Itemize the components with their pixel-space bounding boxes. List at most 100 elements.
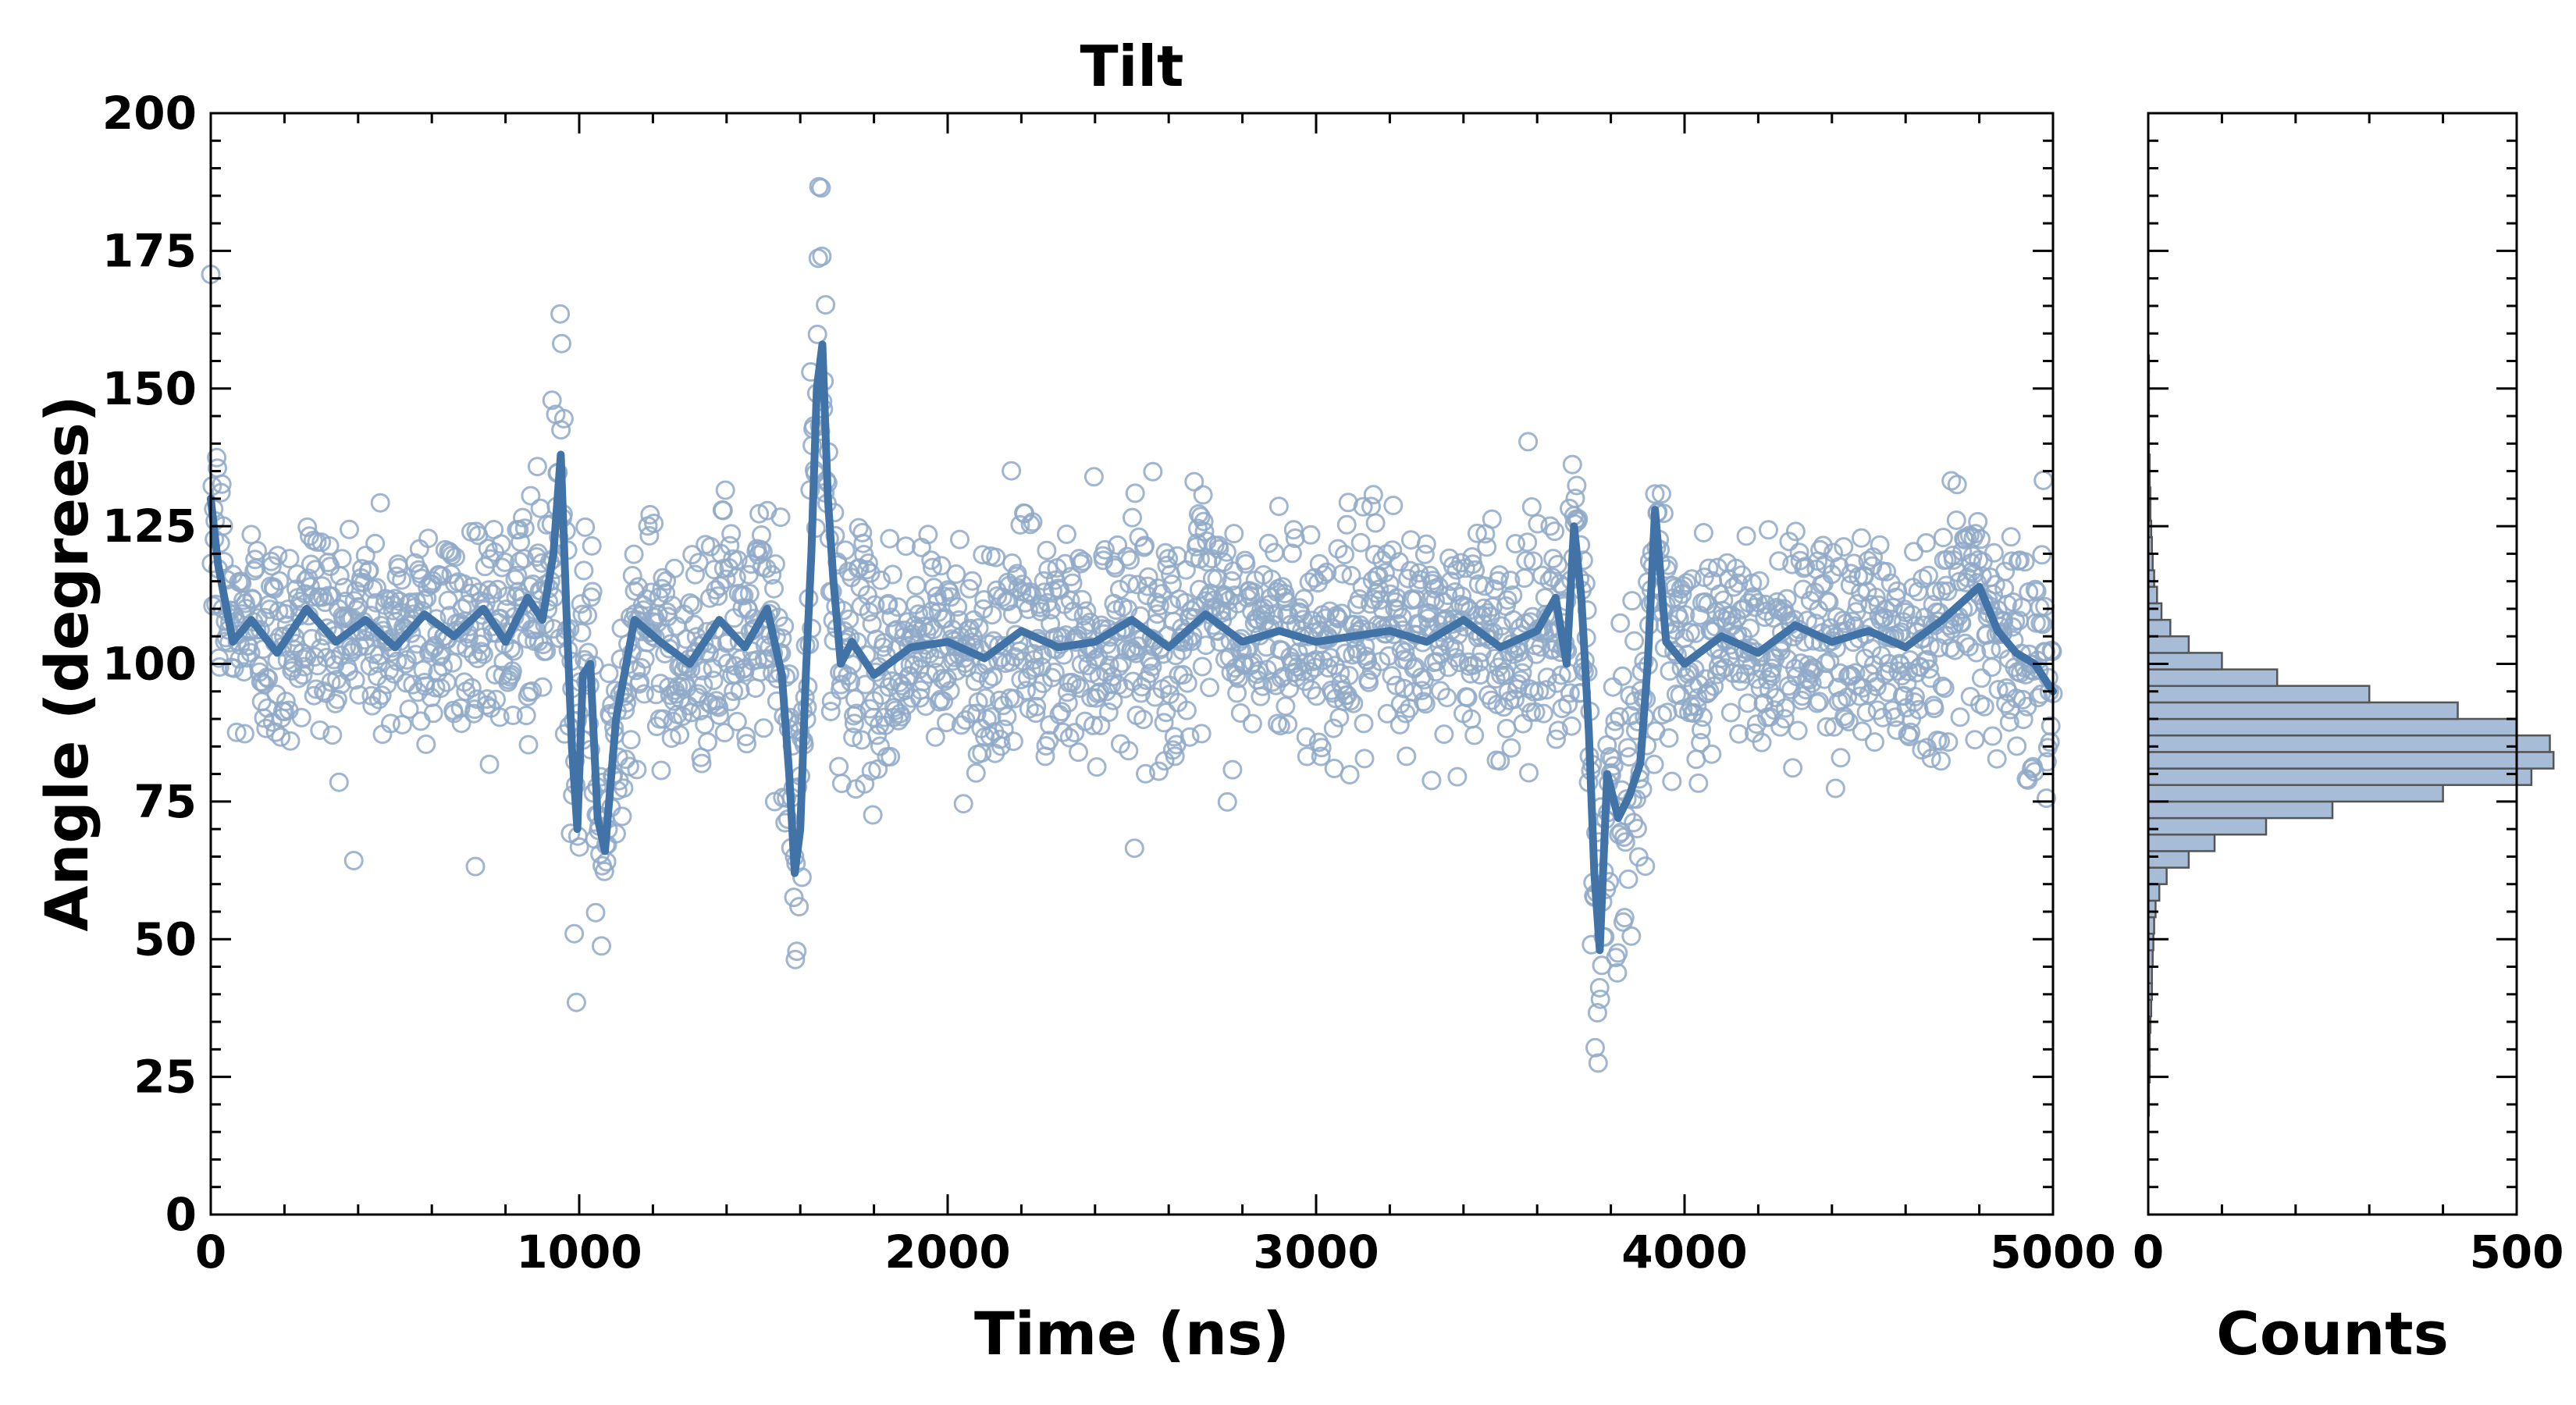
raw-sample-marker <box>1335 545 1354 564</box>
raw-sample-marker <box>1848 594 1868 614</box>
raw-sample-marker <box>1056 525 1076 544</box>
raw-sample-marker <box>1533 703 1553 724</box>
raw-sample-marker <box>1924 699 1944 719</box>
raw-sample-marker <box>503 641 524 661</box>
raw-sample-marker <box>1406 589 1426 610</box>
raw-sample-marker <box>764 578 784 599</box>
raw-sample-marker <box>927 592 948 612</box>
raw-sample-marker <box>770 507 791 528</box>
raw-sample-marker <box>1323 718 1343 738</box>
raw-sample-marker <box>865 595 885 615</box>
raw-sample-marker <box>1507 674 1528 694</box>
raw-sample-marker <box>870 570 891 590</box>
raw-sample-marker <box>585 902 606 923</box>
raw-sample-marker <box>703 670 724 691</box>
raw-sample-marker <box>1610 613 1631 633</box>
raw-sample-marker <box>1692 720 1711 740</box>
raw-sample-marker <box>1336 514 1357 535</box>
raw-sample-marker <box>1389 714 1410 735</box>
raw-sample-marker <box>1608 943 1628 963</box>
y-tick-label: 200 <box>102 87 197 140</box>
raw-sample-marker <box>2013 710 2033 730</box>
raw-sample-marker <box>551 420 571 440</box>
raw-sample-marker <box>1838 712 1859 732</box>
raw-sample-marker <box>211 482 231 503</box>
raw-sample-marker <box>1761 666 1781 686</box>
raw-sample-marker <box>571 594 591 614</box>
raw-sample-marker <box>721 524 742 544</box>
histogram-bar <box>2147 751 2555 770</box>
raw-sample-marker <box>502 661 522 681</box>
raw-sample-marker <box>516 706 536 726</box>
raw-sample-marker <box>2001 551 2022 571</box>
raw-sample-marker <box>1983 726 2003 746</box>
raw-sample-marker <box>694 633 714 653</box>
raw-sample-marker <box>1283 520 1304 540</box>
raw-sample-marker <box>1164 727 1184 747</box>
raw-sample-marker <box>1467 523 1487 543</box>
histogram-bar <box>2147 734 2551 753</box>
raw-sample-marker <box>1965 730 1985 750</box>
raw-sample-marker <box>1835 709 1856 729</box>
raw-sample-marker <box>212 474 232 494</box>
raw-sample-marker <box>1282 543 1302 564</box>
raw-sample-marker <box>1687 696 1707 717</box>
raw-sample-marker <box>946 564 966 584</box>
raw-sample-marker <box>1382 540 1403 560</box>
raw-sample-marker <box>1497 590 1517 610</box>
raw-sample-marker <box>1398 568 1418 589</box>
raw-sample-marker <box>1300 525 1321 545</box>
raw-sample-marker <box>1831 748 1851 768</box>
raw-sample-marker <box>1065 723 1085 743</box>
raw-sample-marker <box>477 689 497 709</box>
raw-sample-marker <box>891 706 912 727</box>
raw-sample-marker <box>451 713 471 734</box>
raw-sample-marker <box>1930 731 1950 751</box>
raw-sample-marker <box>878 593 898 614</box>
raw-sample-marker <box>774 616 795 636</box>
raw-sample-marker <box>1165 746 1185 767</box>
raw-sample-marker <box>1143 461 1163 482</box>
raw-sample-marker <box>1009 641 1030 661</box>
raw-sample-marker <box>844 713 864 734</box>
histogram-bar <box>2147 701 2459 720</box>
raw-sample-marker <box>1002 553 1022 573</box>
raw-sample-marker <box>457 594 478 614</box>
y-tick-label: 75 <box>133 775 197 828</box>
raw-sample-marker <box>1937 582 1958 601</box>
raw-sample-marker <box>340 519 359 539</box>
raw-sample-marker <box>497 586 518 606</box>
raw-sample-marker <box>707 695 728 716</box>
raw-sample-marker <box>1411 570 1431 590</box>
raw-sample-marker <box>1464 725 1485 745</box>
raw-sample-marker <box>1664 642 1685 662</box>
raw-sample-marker <box>692 660 713 681</box>
raw-sample-marker <box>1311 746 1331 767</box>
raw-sample-marker <box>1503 585 1523 605</box>
raw-sample-marker <box>693 675 713 695</box>
raw-sample-marker <box>1219 590 1239 610</box>
raw-sample-marker <box>518 735 539 755</box>
raw-sample-marker <box>1462 547 1482 567</box>
histogram-bar <box>2147 833 2216 852</box>
raw-sample-marker <box>473 644 493 664</box>
raw-sample-marker <box>575 517 596 537</box>
raw-sample-marker <box>1007 564 1027 584</box>
raw-sample-marker <box>532 677 553 697</box>
raw-sample-marker <box>1607 962 1628 983</box>
raw-sample-marker <box>1971 668 1991 688</box>
raw-sample-marker <box>728 550 748 570</box>
raw-sample-marker <box>1293 661 1313 681</box>
x-tick-label: 4000 <box>1621 1225 1747 1279</box>
raw-sample-marker <box>976 688 995 708</box>
raw-sample-marker <box>1440 571 1461 592</box>
raw-sample-marker <box>710 705 730 725</box>
raw-sample-marker <box>2001 527 2021 547</box>
raw-sample-marker <box>1073 551 1093 571</box>
raw-sample-marker <box>1635 856 1656 877</box>
raw-sample-marker <box>1216 542 1236 562</box>
raw-sample-marker <box>820 702 841 721</box>
raw-sample-marker <box>1270 716 1290 736</box>
raw-sample-marker <box>1430 681 1450 701</box>
raw-sample-marker <box>1802 658 1823 678</box>
